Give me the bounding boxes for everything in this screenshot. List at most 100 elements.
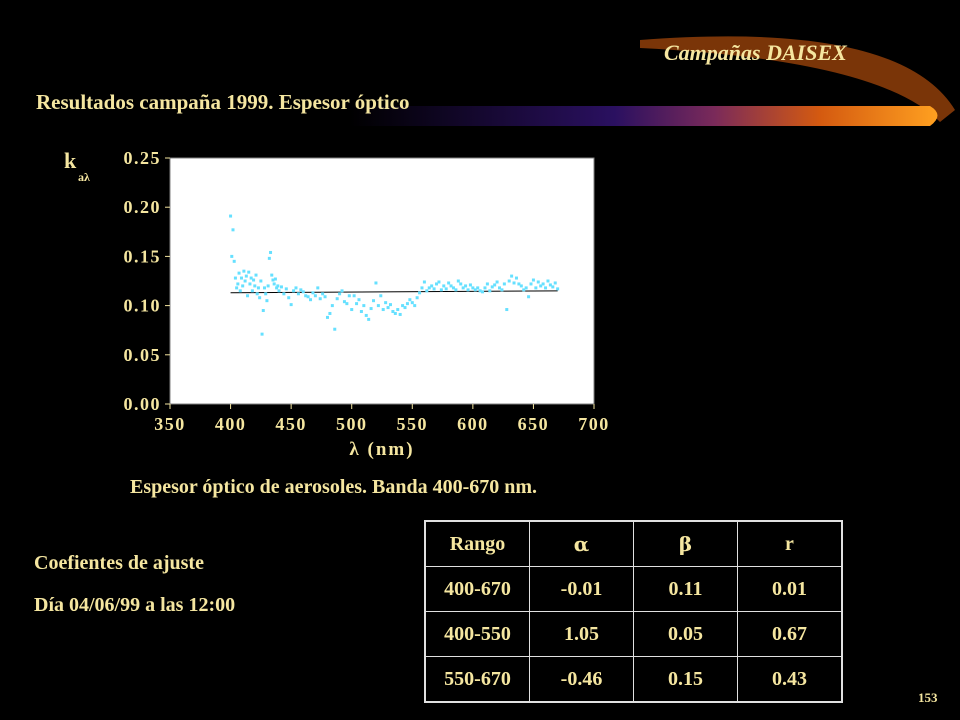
data-point [488, 289, 492, 293]
data-point [384, 301, 388, 305]
data-point [264, 292, 268, 296]
data-point [250, 289, 254, 293]
data-point [439, 288, 443, 292]
data-point [271, 278, 275, 282]
data-point [505, 308, 509, 312]
table-cell: 1.05 [529, 611, 634, 657]
data-point [524, 286, 528, 290]
data-point [237, 271, 241, 275]
data-point [364, 313, 368, 317]
data-point [449, 284, 453, 288]
data-point [247, 270, 251, 274]
data-point [342, 300, 346, 304]
data-point [306, 295, 310, 299]
data-point [333, 327, 337, 331]
data-point [355, 302, 359, 306]
data-point [256, 286, 260, 290]
data-point [534, 286, 538, 290]
data-point [478, 289, 482, 293]
header-swoosh [350, 36, 955, 126]
data-point [425, 289, 429, 293]
data-point [495, 280, 499, 284]
data-point [541, 282, 545, 286]
x-tick-label: 400 [215, 414, 247, 434]
data-point [444, 287, 448, 291]
data-point [321, 292, 325, 296]
data-point [311, 291, 315, 295]
header-cell-r: r [737, 520, 843, 567]
data-point [253, 284, 257, 288]
data-point [345, 302, 349, 306]
data-point [471, 286, 475, 290]
y-axis-label-main: k [64, 148, 77, 173]
data-point [259, 279, 263, 283]
header-cell-alpha: α [529, 520, 634, 567]
data-point [246, 294, 250, 298]
data-point [338, 292, 342, 296]
data-point [328, 311, 332, 315]
data-point [376, 304, 380, 308]
slide-title: Resultados campaña 1999. Espesor óptico [36, 90, 410, 114]
data-point [276, 284, 280, 288]
data-point [372, 299, 376, 303]
data-point [398, 312, 402, 316]
x-tick-label: 600 [457, 414, 489, 434]
data-point [241, 284, 245, 288]
data-point [284, 287, 288, 291]
data-point [551, 285, 555, 289]
data-point [459, 282, 463, 286]
table-cell: 550-670 [424, 656, 530, 703]
data-point [299, 288, 303, 292]
data-point [330, 304, 334, 308]
data-point [243, 279, 247, 283]
data-point [447, 281, 451, 285]
x-axis-label: λ (nm) [349, 439, 414, 460]
data-point [468, 283, 472, 287]
data-point [230, 254, 234, 258]
data-point [388, 303, 392, 307]
plot-area [169, 157, 595, 405]
table-row: 400-670 -0.01 0.11 0.01 [424, 566, 843, 612]
x-tick-label: 550 [397, 414, 429, 434]
data-point [498, 286, 502, 290]
data-point [507, 279, 511, 283]
data-point [514, 276, 518, 280]
data-point [266, 284, 270, 288]
chart-caption: Espesor óptico de aerosoles. Banda 400-6… [130, 476, 538, 498]
data-point [249, 276, 253, 280]
data-point [403, 306, 407, 310]
data-point [391, 310, 395, 314]
data-point [456, 279, 460, 283]
data-point [289, 303, 293, 307]
x-tick-label: 350 [154, 414, 186, 434]
table-cell: -0.01 [529, 566, 634, 612]
data-point [238, 289, 242, 293]
data-point [262, 286, 266, 290]
x-tick-label: 450 [275, 414, 307, 434]
data-point [490, 285, 494, 289]
data-point [248, 282, 252, 286]
data-point [270, 273, 274, 277]
data-point [252, 278, 256, 282]
data-point [454, 288, 458, 292]
data-point [473, 288, 477, 292]
data-point [258, 296, 262, 300]
y-axis-label: k aλ [64, 148, 90, 184]
table-cell: 0.05 [633, 611, 738, 657]
header-cell-range: Rango [424, 520, 530, 567]
data-point [279, 285, 283, 289]
data-point [485, 282, 489, 286]
data-point [304, 294, 308, 298]
data-point [481, 290, 485, 294]
table-cell: 0.15 [633, 656, 738, 703]
data-point [229, 214, 233, 218]
data-point [374, 281, 378, 285]
data-point [309, 298, 313, 302]
data-point [393, 311, 397, 315]
data-point [233, 276, 237, 280]
page-number: 153 [918, 690, 938, 705]
data-point [369, 307, 373, 311]
data-point [413, 304, 417, 308]
data-point [539, 284, 543, 288]
coefficients-date: Día 04/06/99 a las 12:00 [34, 594, 236, 616]
